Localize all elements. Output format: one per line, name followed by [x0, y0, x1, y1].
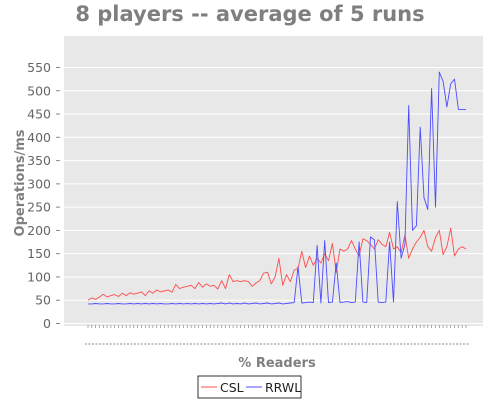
y-tick-label: 550	[27, 60, 51, 75]
x-axis-label: % Readers	[238, 356, 316, 371]
series-line-csl	[87, 227, 467, 301]
y-tick-label: 500	[27, 83, 51, 98]
legend-label-rrwl: RRWL	[265, 380, 301, 395]
series-lines	[87, 71, 467, 305]
y-tick-label: 350	[27, 153, 51, 168]
y-axis-label: Operations/ms	[13, 129, 28, 236]
y-tick-label: 50	[35, 293, 51, 308]
y-tick-label: 400	[27, 130, 51, 145]
legend-label-csl: CSL	[220, 380, 244, 395]
y-tick-label: 450	[27, 107, 51, 122]
chart-title: 8 players -- average of 5 runs	[75, 2, 424, 26]
y-tick-label: 100	[27, 269, 51, 284]
x-axis-ticks	[87, 325, 467, 328]
grid-lines	[64, 66, 483, 324]
y-tick-label: 150	[27, 246, 51, 261]
y-axis-ticks: 0 50 100 150 200 250 300 350 400 450 500 550	[27, 60, 60, 331]
y-tick-label: 200	[27, 223, 51, 238]
y-tick-label: 250	[27, 200, 51, 215]
series-line-rrwl	[88, 71, 466, 305]
y-tick-label: 0	[43, 316, 51, 331]
legend: CSL RRWL	[197, 375, 302, 399]
plot-area	[64, 36, 483, 326]
y-tick-label: 300	[27, 176, 51, 191]
